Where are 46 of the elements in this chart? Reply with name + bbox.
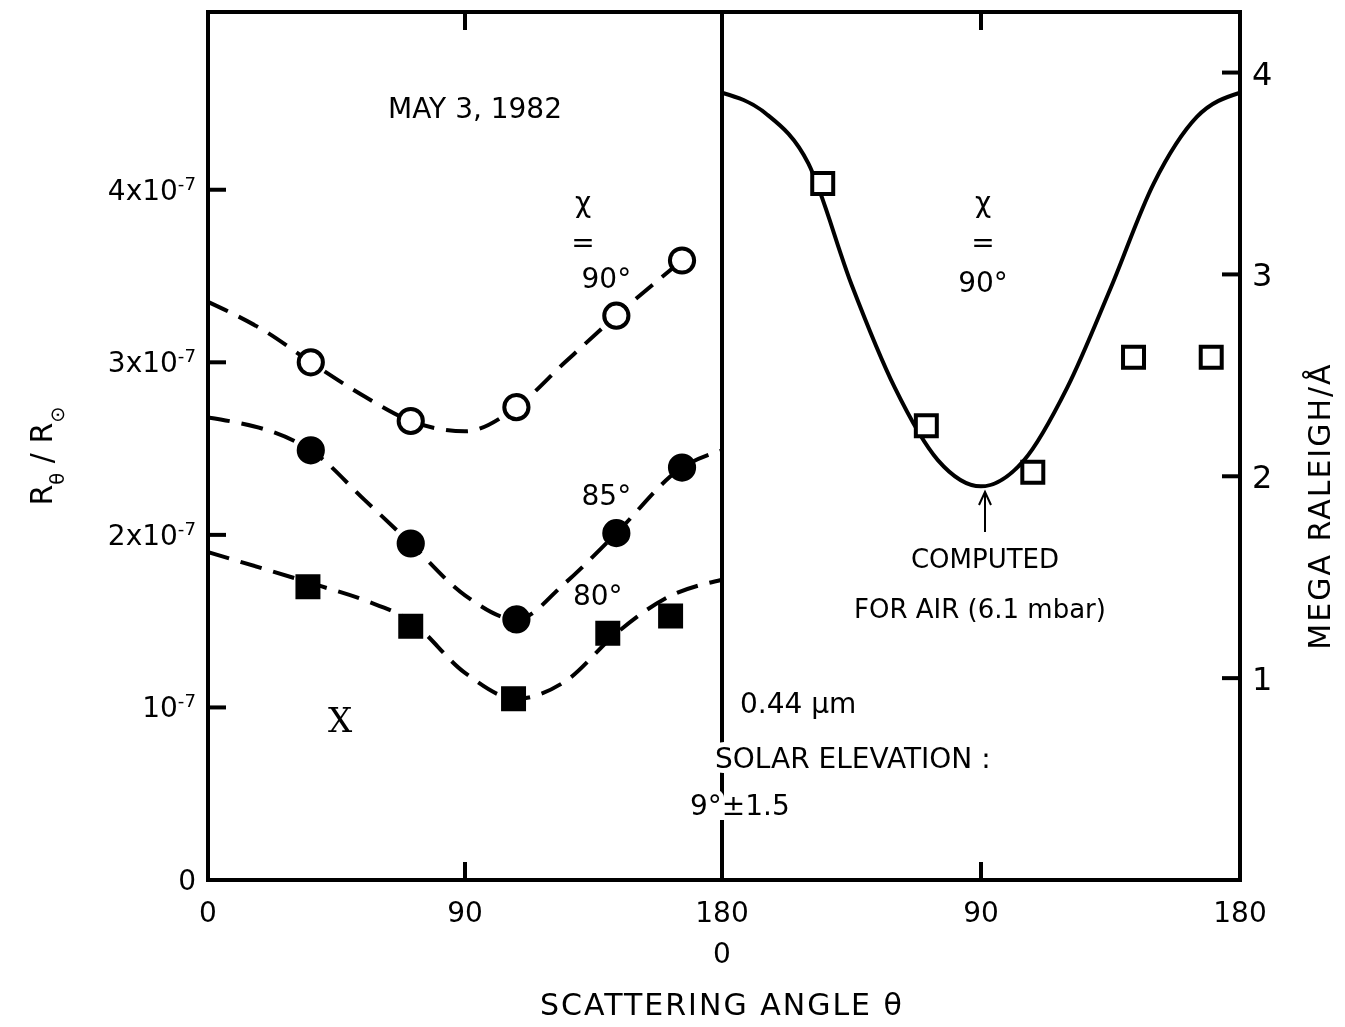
point — [1121, 344, 1147, 370]
point — [501, 686, 527, 712]
x-tick-label: 180 — [1213, 896, 1267, 929]
x-tick-label: 90 — [963, 896, 999, 929]
point — [502, 393, 531, 422]
point — [296, 436, 325, 465]
annotation: χ = — [571, 186, 595, 259]
y-tick-label: 2x10$^{-7}$ — [107, 517, 196, 552]
y-tick-label: 10$^{-7}$ — [142, 689, 196, 725]
point — [398, 613, 424, 639]
point — [502, 605, 531, 634]
point — [810, 171, 836, 197]
annotation: COMPUTED FOR AIR (6.1 mbar) — [854, 544, 1106, 624]
y-tick-label: 4x10$^{-7}$ — [107, 172, 196, 207]
y2-tick-label: 2 — [1252, 458, 1273, 497]
point — [396, 406, 425, 436]
text: 0 — [713, 937, 731, 970]
annotation: χ = 90° — [958, 186, 1008, 299]
y2-axis-title: MEGA RALEIGH/Å — [1302, 362, 1337, 650]
y-tick-label: 0 — [178, 864, 196, 897]
point — [1020, 459, 1046, 485]
y2-tick-label: 4 — [1252, 54, 1273, 93]
y-tick-label: 3x10$^{-7}$ — [107, 344, 196, 380]
point — [595, 620, 621, 646]
point — [602, 519, 631, 548]
x-tick-label: 180 — [695, 896, 749, 929]
point — [667, 246, 697, 275]
point — [296, 348, 325, 377]
point — [396, 529, 425, 558]
y2-tick-label: 3 — [1252, 256, 1273, 295]
annotation: MAY 3, 1982 — [387, 92, 563, 125]
x-axis-title: SCATTERING ANGLE θ — [540, 987, 904, 1022]
point — [658, 603, 684, 629]
series-label: 80° — [572, 579, 623, 613]
point — [602, 301, 631, 330]
series-label: 85° — [581, 479, 632, 513]
y2-tick-label: 1 — [1252, 660, 1273, 699]
series-label: 90° — [581, 261, 632, 295]
x-tick-label: 90 — [447, 896, 483, 929]
point — [295, 574, 321, 600]
x-tick-label: 0 — [199, 896, 217, 929]
annotation: X — [327, 700, 353, 740]
annotation: 0.44 μm — [740, 687, 857, 720]
point — [913, 413, 939, 439]
point — [1198, 344, 1224, 370]
point — [667, 453, 697, 482]
